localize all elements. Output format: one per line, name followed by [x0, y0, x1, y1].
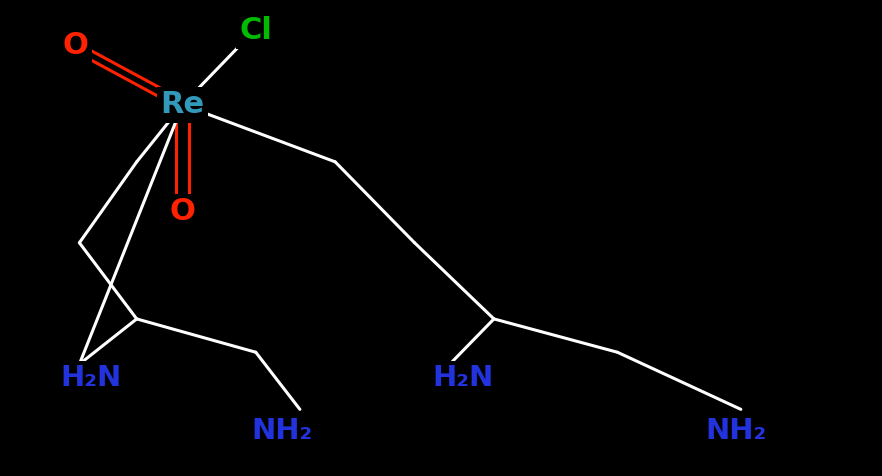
Text: O: O	[169, 198, 196, 226]
Text: NH₂: NH₂	[706, 417, 767, 445]
Text: NH₂: NH₂	[251, 417, 313, 445]
Text: Cl: Cl	[239, 17, 273, 45]
Text: O: O	[62, 31, 88, 60]
Text: Re: Re	[161, 90, 205, 119]
Text: H₂N: H₂N	[432, 365, 493, 392]
Text: H₂N: H₂N	[60, 365, 121, 392]
